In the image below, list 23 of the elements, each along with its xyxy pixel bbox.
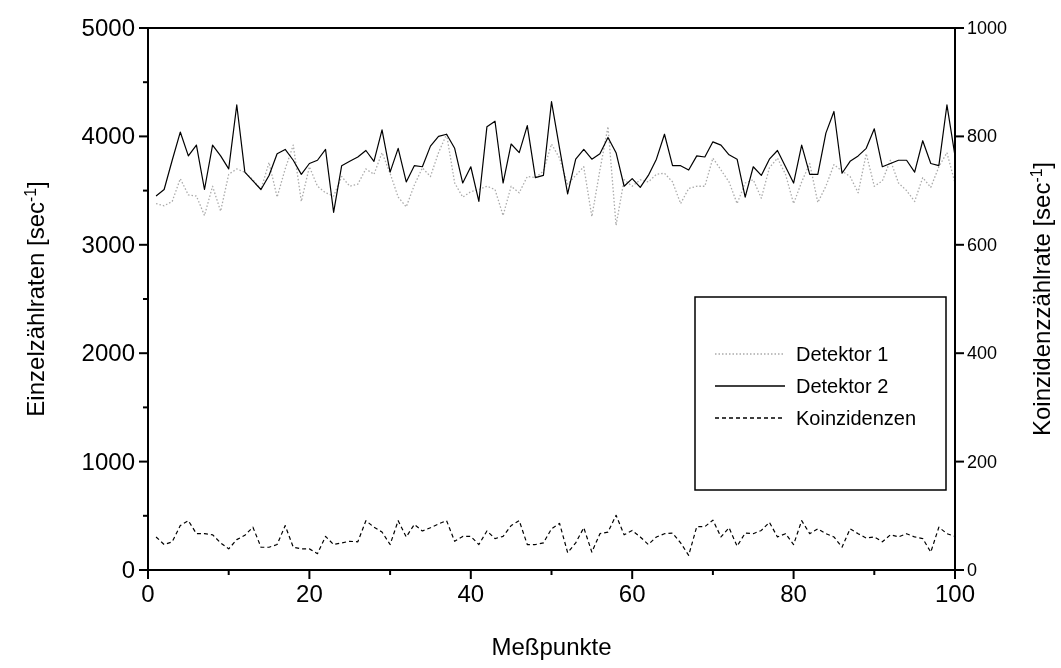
y2-tick-label: 400	[967, 343, 998, 364]
legend-label: Detektor 1	[796, 343, 889, 365]
x-tick-label: 40	[457, 580, 485, 607]
x-tick-label: 20	[296, 580, 323, 607]
y-tick-label: 2000	[81, 339, 135, 367]
y2-tick-label: 800	[967, 126, 998, 147]
y-tick-label: 0	[121, 556, 135, 583]
x-axis-title: Meßpunkte	[491, 633, 612, 660]
y2-tick-label: 1000	[967, 18, 1008, 38]
y2-tick-label: 600	[967, 234, 998, 255]
x-tick-label: 80	[780, 580, 807, 607]
x-tick-label: 100	[934, 580, 976, 607]
y-tick-label: 1000	[81, 447, 135, 475]
y2-tick-label: 0	[967, 560, 978, 580]
y-tick-label: 4000	[81, 122, 135, 150]
x-tick-label: 60	[618, 580, 646, 607]
y-tick-label: 5000	[81, 14, 135, 41]
line-series	[155, 125, 956, 226]
legend-label: Detektor 2	[796, 375, 889, 397]
y-tick-label: 3000	[81, 230, 135, 258]
y2-tick-label: 200	[967, 451, 998, 472]
x-tick-label: 0	[141, 580, 155, 607]
legend-label: Koinzidenzen	[796, 407, 917, 429]
